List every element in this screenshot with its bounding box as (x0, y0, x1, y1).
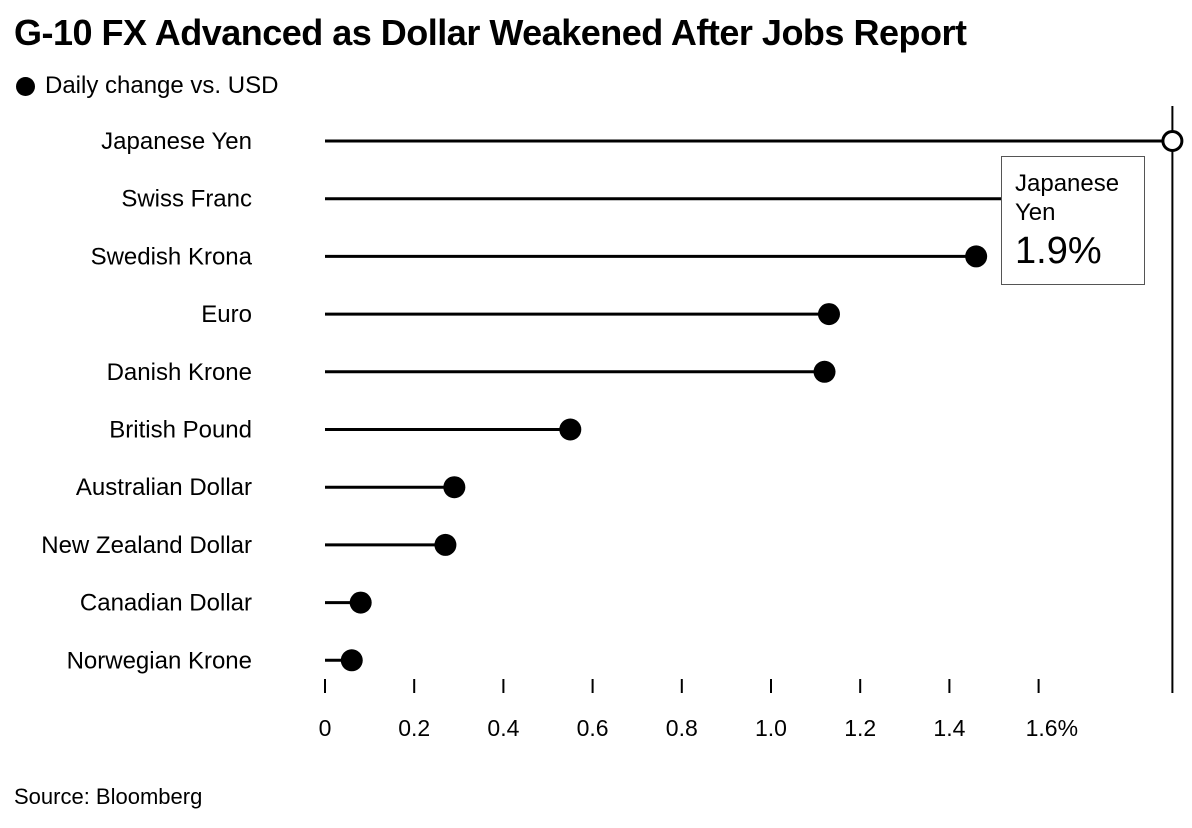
category-label-british-pound: British Pound (109, 417, 252, 444)
point-japanese-yen (1161, 130, 1184, 152)
point-canadian-dollar (349, 591, 372, 614)
x-tick-label: 0.8 (666, 715, 698, 741)
category-label-danish-krone: Danish Krone (107, 359, 252, 386)
point-danish-krone (813, 360, 836, 383)
value-tooltip: Japanese Yen 1.9% (1001, 156, 1145, 285)
category-label-japanese-yen: Japanese Yen (101, 128, 252, 155)
x-tick-label: 1.4 (933, 715, 965, 741)
x-tick-label: 1.0 (755, 715, 787, 741)
chart-title: G-10 FX Advanced as Dollar Weakened Afte… (14, 12, 967, 53)
category-label-euro: Euro (201, 301, 252, 328)
point-new-zealand-dollar (434, 533, 457, 556)
category-label-canadian-dollar: Canadian Dollar (80, 590, 252, 617)
category-label-norwegian-krone: Norwegian Krone (67, 647, 252, 674)
tooltip-name: Japanese Yen (1015, 170, 1120, 226)
point-euro (817, 303, 840, 326)
category-label-swiss-franc: Swiss Franc (121, 186, 252, 213)
x-tick-label: 1.2 (844, 715, 876, 741)
point-british-pound (559, 418, 582, 441)
x-tick-label: 0.6 (577, 715, 609, 741)
category-label-swedish-krona: Swedish Krona (91, 243, 253, 270)
x-tick-label: 0 (319, 715, 332, 741)
x-tick-label: 0.2 (398, 715, 430, 741)
x-tick-label: 1.6% (1026, 715, 1078, 741)
point-australian-dollar (443, 476, 466, 499)
point-norwegian-krone (340, 649, 363, 672)
category-label-australian-dollar: Australian Dollar (76, 474, 252, 501)
legend-dot-icon (16, 76, 35, 96)
category-label-new-zealand-dollar: New Zealand Dollar (41, 532, 252, 559)
legend-label: Daily change vs. USD (45, 72, 279, 99)
source-note: Source: Bloomberg (14, 784, 203, 809)
legend: Daily change vs. USD (16, 72, 278, 100)
x-tick-label: 0.4 (487, 715, 519, 741)
point-swedish-krona (965, 245, 988, 268)
tooltip-value: 1.9% (1015, 230, 1102, 272)
